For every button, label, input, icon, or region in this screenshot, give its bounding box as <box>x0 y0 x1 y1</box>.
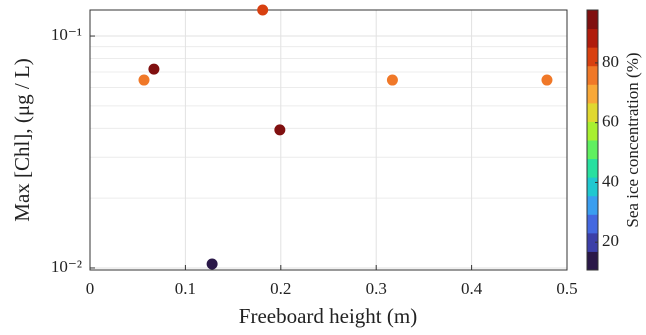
point <box>386 74 398 86</box>
y-tick-label: 10⁻¹ <box>51 25 82 44</box>
x-tick-label: 0 <box>86 279 95 298</box>
x-tick-label: 0.3 <box>366 279 387 298</box>
colorbar-tick-label: 40 <box>602 171 619 190</box>
colorbar-segment <box>587 251 598 271</box>
axes-box <box>89 9 568 271</box>
point <box>257 4 269 16</box>
x-tick-label: 0.5 <box>556 279 577 298</box>
point <box>138 74 150 86</box>
colorbar-box <box>586 9 599 271</box>
y-axis-label: Max [Chl], (μg / L) <box>10 58 34 221</box>
colorbar-tick-label: 60 <box>602 112 619 131</box>
colorbar-segment <box>587 195 598 215</box>
colorbar-segment <box>587 214 598 234</box>
point <box>274 124 286 136</box>
x-tick-label: 0.4 <box>461 279 483 298</box>
colorbar-segment <box>587 65 598 85</box>
colorbar-segment <box>587 84 598 104</box>
point <box>541 74 553 86</box>
point <box>206 258 218 270</box>
colorbar-segment <box>587 121 598 141</box>
colorbar-segment <box>587 158 598 178</box>
x-tick-label: 0.1 <box>175 279 196 298</box>
colorbar-segment <box>587 232 598 252</box>
colorbar-label: Sea ice concentration (%) <box>623 52 642 227</box>
x-axis-label: Freeboard height (m) <box>239 304 417 328</box>
colorbar-tick-label: 80 <box>602 52 619 71</box>
y-tick-label: 10⁻² <box>51 257 82 276</box>
colorbar-segment <box>587 10 598 30</box>
colorbar-segment <box>587 47 598 67</box>
x-tick-label: 0.2 <box>270 279 291 298</box>
colorbar-segment <box>587 140 598 160</box>
colorbar-segment <box>587 102 598 122</box>
plot-area <box>90 10 567 270</box>
colorbar-tick-label: 20 <box>602 231 619 250</box>
colorbar-segment <box>587 28 598 48</box>
point <box>148 63 160 75</box>
colorbar-segment <box>587 177 598 197</box>
